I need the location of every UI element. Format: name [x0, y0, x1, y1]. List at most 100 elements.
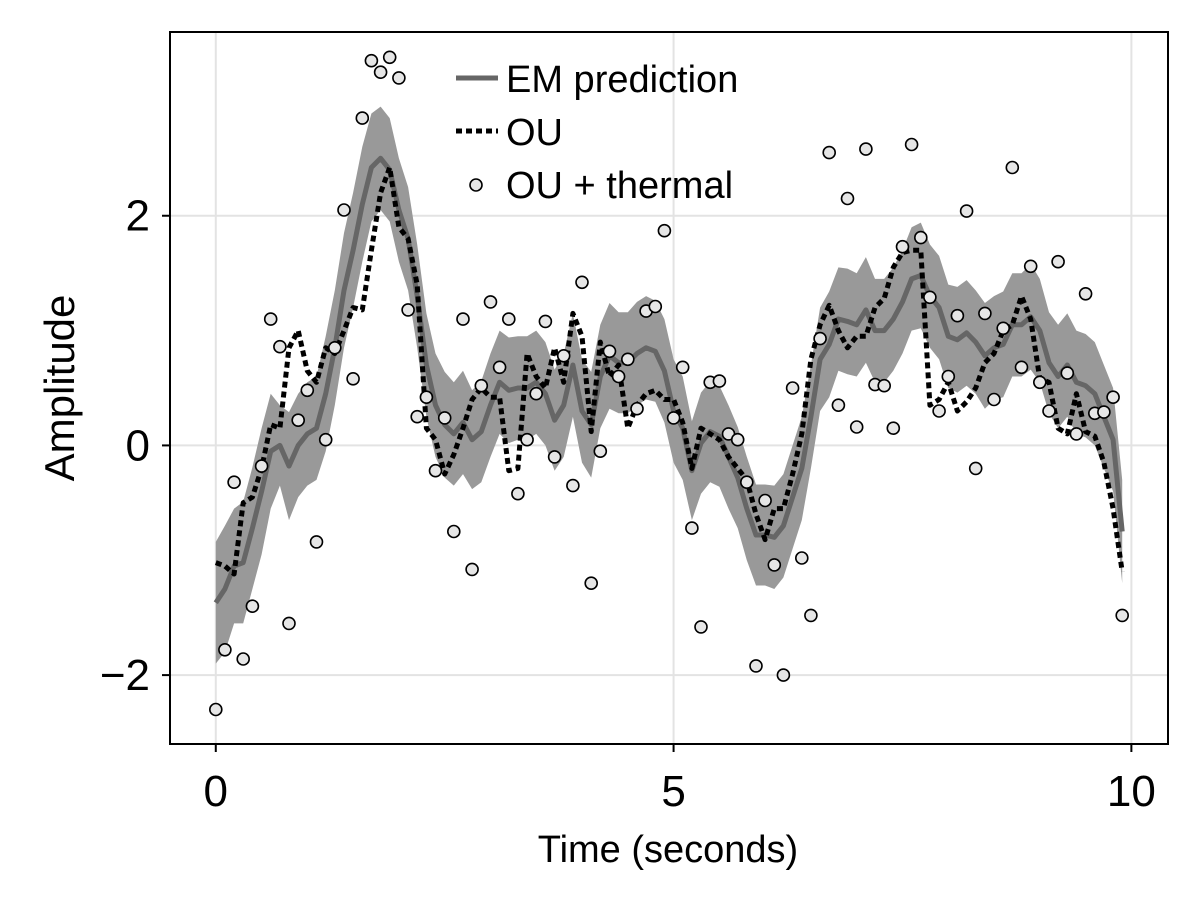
thermal-point: [941, 369, 956, 384]
thermal-point: [263, 312, 278, 326]
thermal-point: [685, 521, 699, 535]
thermal-point: [859, 142, 873, 156]
thermal-point: [968, 461, 983, 476]
thermal-point: [236, 652, 250, 666]
thermal-point: [895, 239, 910, 254]
y-tick-label: 0: [126, 421, 150, 470]
legend: EM prediction OU OU + thermal: [456, 59, 738, 207]
thermal-point: [877, 378, 892, 393]
thermal-point: [1097, 405, 1111, 419]
thermal-point: [282, 616, 296, 631]
thermal-point: [1078, 286, 1093, 301]
thermal-point: [611, 369, 626, 384]
thermal-point: [602, 344, 617, 359]
thermal-point: [675, 360, 690, 375]
thermal-point: [1106, 390, 1120, 405]
thermal-point: [666, 411, 681, 425]
thermal-point: [1042, 404, 1056, 418]
thermal-point: [1033, 375, 1047, 390]
thermal-point: [1005, 160, 1020, 175]
legend-thermal-swatch: [469, 178, 483, 192]
thermal-point: [886, 421, 901, 436]
thermal-point: [337, 203, 351, 217]
thermal-point: [739, 475, 754, 490]
thermal-point: [556, 348, 571, 363]
thermal-point: [309, 535, 324, 549]
thermal-point: [501, 312, 516, 326]
ou-line: [214, 165, 1125, 577]
thermal-point: [245, 599, 260, 614]
x-tick-label: 0: [204, 767, 228, 816]
thermal-point: [492, 360, 507, 375]
thermal-point: [529, 386, 544, 401]
y-tick-label: 2: [126, 192, 150, 241]
em-prediction-series: [213, 155, 1125, 605]
legend-ou-label: OU: [506, 112, 563, 154]
thermal-point: [300, 383, 315, 398]
ou-series: [214, 165, 1125, 577]
thermal-point: [804, 608, 818, 623]
x-tick-label: 10: [1107, 767, 1156, 816]
thermal-point: [218, 642, 232, 657]
thermal-point: [904, 137, 919, 152]
thermal-point: [648, 299, 663, 314]
thermal-point: [446, 524, 461, 539]
thermal-point: [849, 420, 864, 434]
thermal-point: [465, 562, 479, 577]
thermal-point: [767, 558, 782, 572]
x-axis-ticks: 0 5 10: [204, 744, 1156, 816]
thermal-point: [327, 340, 342, 355]
thermal-point: [547, 450, 562, 464]
thermal-point: [996, 321, 1011, 336]
thermal-point: [959, 204, 974, 218]
thermal-point: [813, 331, 827, 346]
thermal-point: [437, 411, 452, 425]
thermal-point: [254, 459, 269, 473]
thermal-point: [392, 71, 406, 85]
legend-thermal-label: OU + thermal: [506, 165, 733, 207]
thermal-point: [978, 306, 992, 321]
thermal-point: [566, 478, 580, 493]
thermal-point: [776, 668, 791, 682]
thermal-point: [794, 551, 809, 565]
thermal-point: [511, 486, 525, 501]
thermal-point: [822, 145, 837, 160]
thermal-point: [730, 432, 745, 447]
x-tick-label: 5: [661, 767, 685, 816]
thermal-point: [410, 409, 425, 424]
thermal-point: [913, 230, 928, 245]
thermal-point: [291, 413, 306, 428]
thermal-point: [1014, 360, 1029, 375]
thermal-point: [401, 303, 415, 317]
thermal-point: [1069, 427, 1084, 441]
thermal-point: [712, 374, 727, 388]
thermal-point: [456, 312, 470, 326]
thermal-point: [584, 576, 599, 591]
thermal-point: [630, 401, 644, 416]
y-axis-title: Amplitude: [36, 295, 83, 482]
thermal-point: [1115, 608, 1129, 623]
thermal-point: [694, 620, 708, 634]
y-tick-label: −2: [100, 651, 150, 700]
thermal-point: [923, 290, 937, 305]
thermal-point: [575, 275, 589, 290]
thermal-point: [1023, 259, 1038, 274]
thermal-point: [209, 702, 223, 717]
y-axis-ticks: −2 0 2: [100, 192, 170, 700]
thermal-point: [538, 314, 553, 329]
plot-frame: [169, 31, 1169, 745]
thermal-point: [950, 308, 965, 323]
thermal-point: [273, 339, 287, 354]
thermal-point: [758, 493, 772, 508]
thermal-point: [373, 65, 388, 79]
thermal-point: [520, 432, 534, 447]
thermal-point: [593, 444, 608, 459]
thermal-point: [932, 404, 946, 418]
thermal-point: [1060, 366, 1075, 380]
thermal-point: [840, 191, 855, 206]
thermal-point: [318, 432, 333, 447]
thermal-point: [419, 390, 434, 405]
ou-thermal-series: [209, 50, 1129, 717]
em-prediction-line: [213, 155, 1125, 605]
